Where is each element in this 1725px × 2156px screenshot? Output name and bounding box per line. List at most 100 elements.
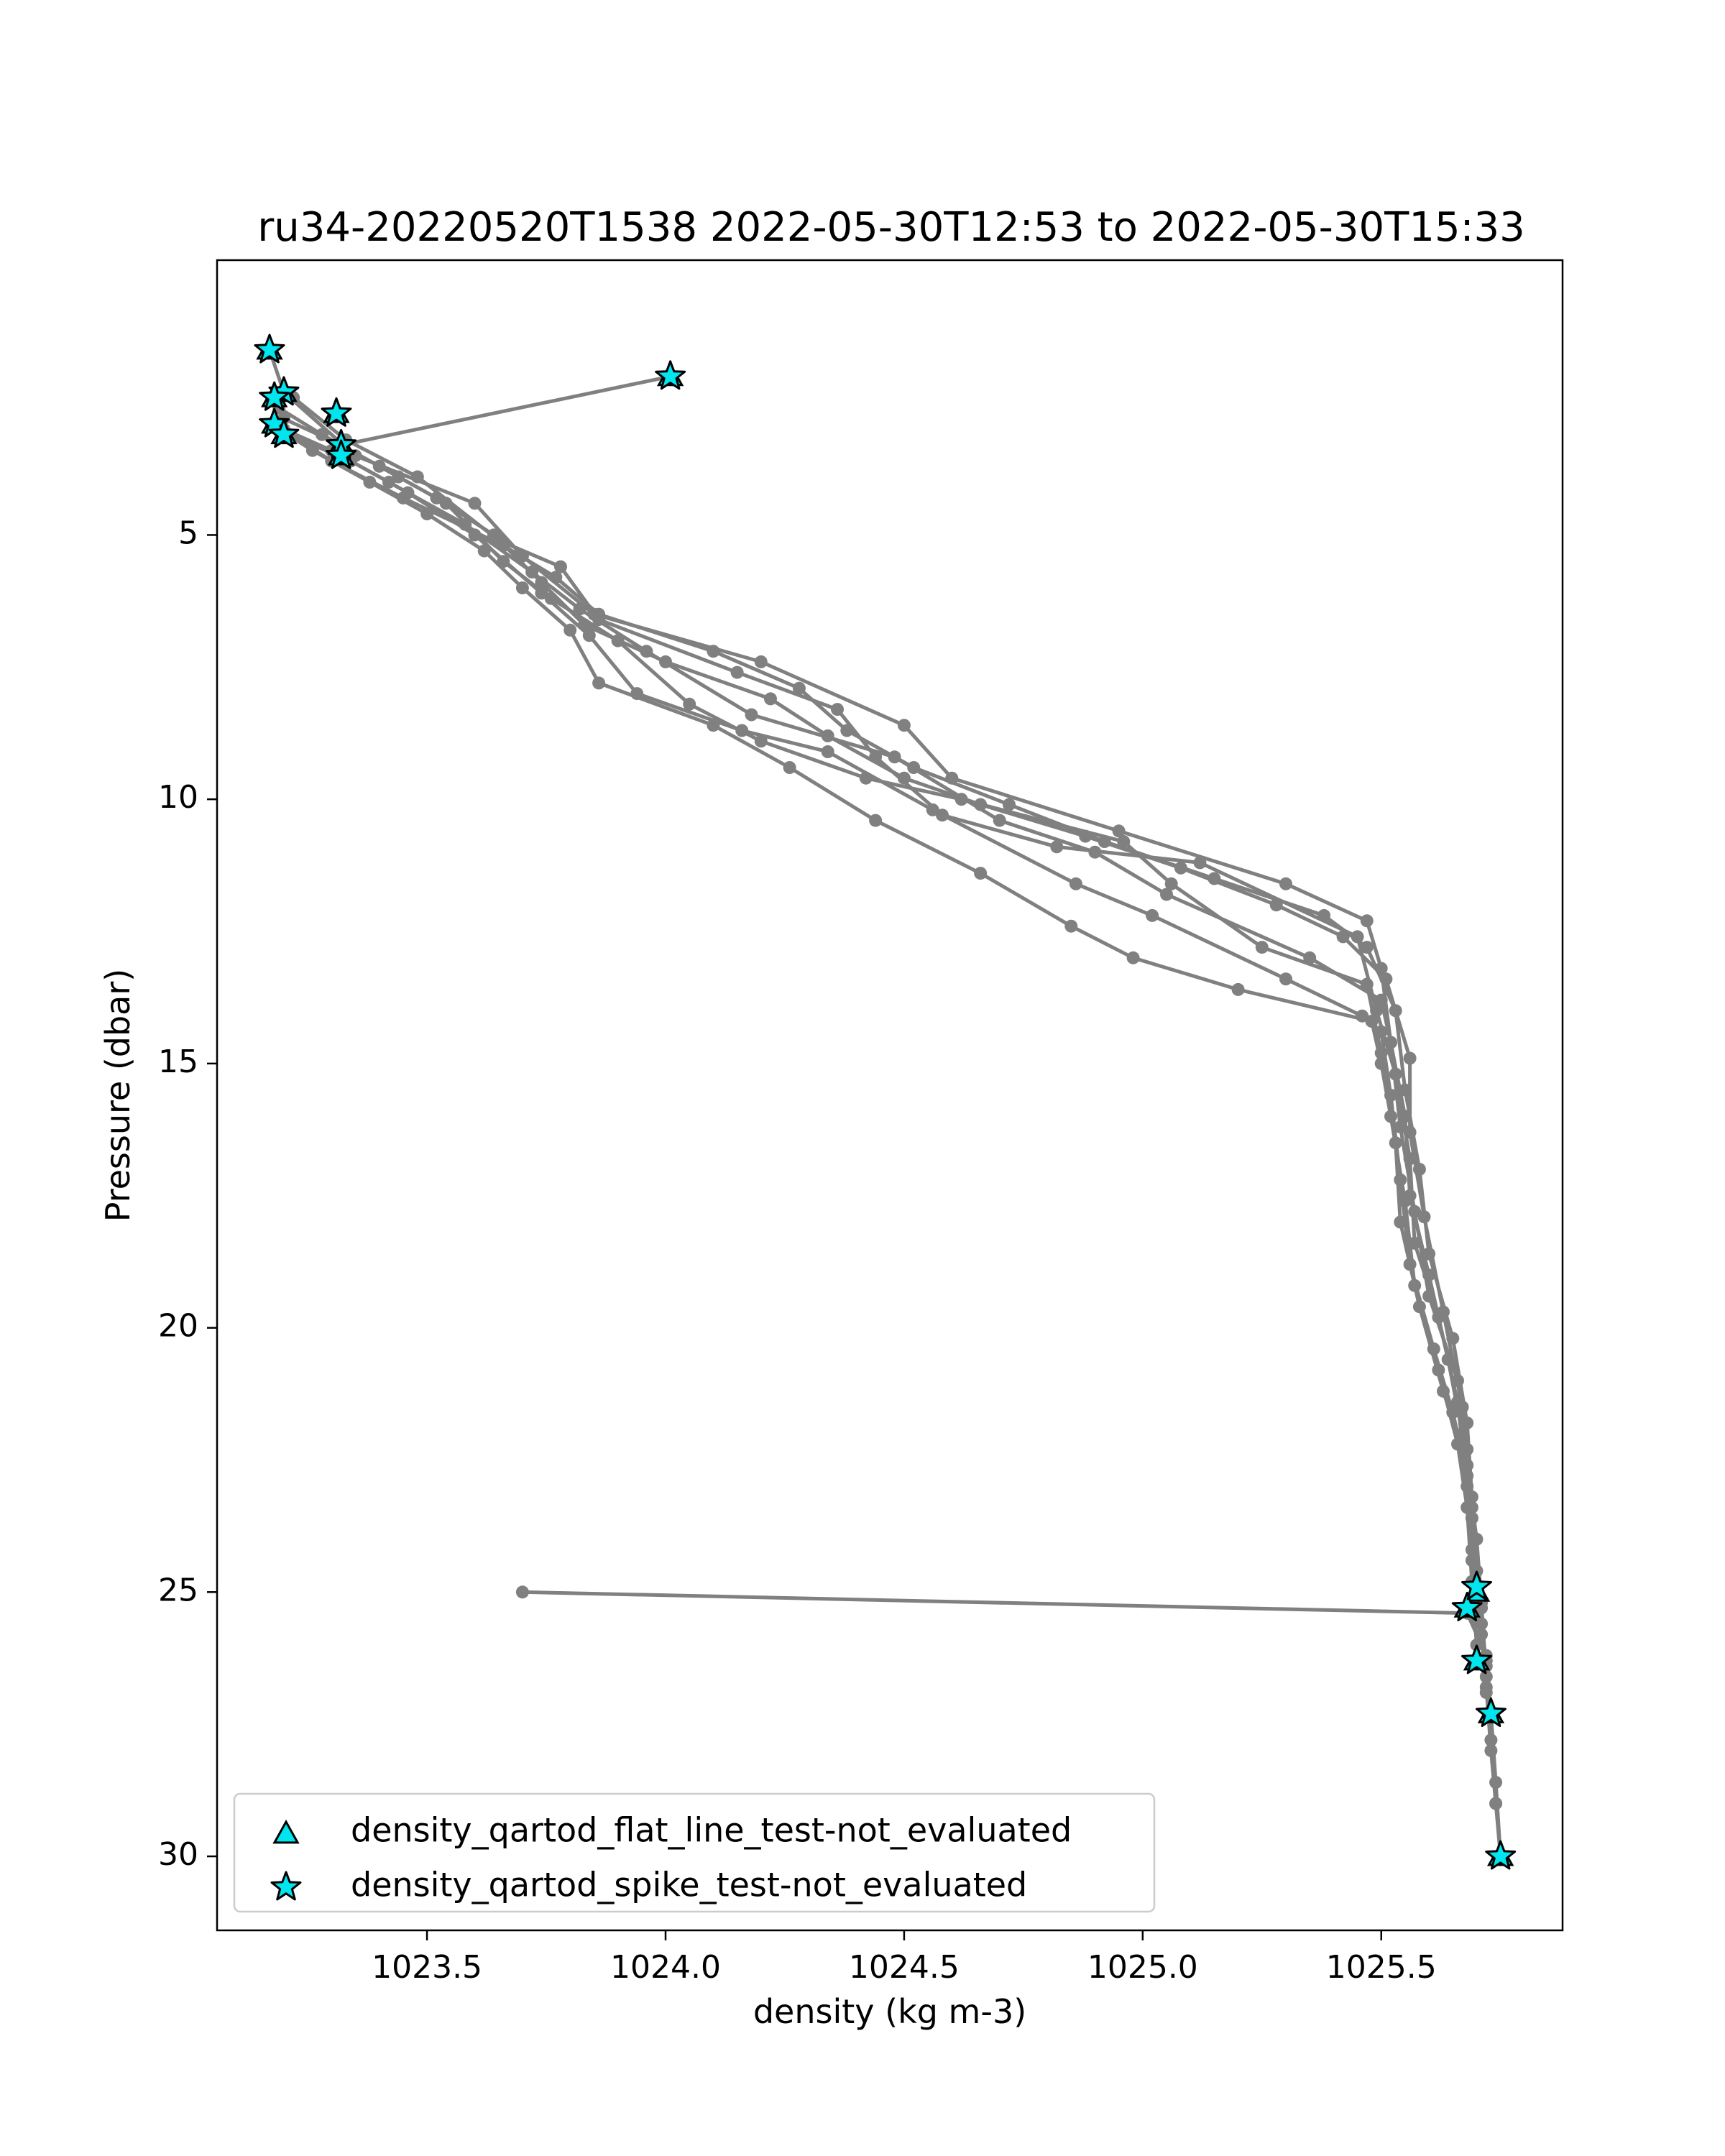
y-tick-label: 5: [178, 515, 198, 551]
data-point: [1126, 951, 1140, 964]
data-point: [1069, 877, 1082, 890]
y-tick-label: 10: [158, 779, 198, 816]
y-tick-label: 30: [158, 1836, 198, 1873]
spike-flag-marker: [321, 397, 352, 427]
data-point: [1374, 1025, 1388, 1038]
data-point: [582, 629, 596, 642]
y-axis-ticks: 5 10 15 20 25 30: [158, 515, 217, 1873]
data-point: [869, 814, 883, 827]
data-point: [1146, 908, 1159, 922]
spike-flag-marker: [1461, 1644, 1492, 1674]
x-tick-label: 1024.5: [849, 1949, 960, 1986]
spike-flag-marker: [1476, 1697, 1506, 1727]
data-point: [1079, 829, 1092, 843]
x-tick-label: 1025.0: [1087, 1949, 1198, 1986]
data-point: [1417, 1210, 1431, 1224]
data-point: [1394, 1173, 1407, 1187]
x-tick-label: 1024.0: [610, 1949, 721, 1986]
profile-line-0: [341, 374, 671, 447]
data-point: [1484, 1743, 1498, 1757]
data-point: [1479, 1680, 1493, 1694]
spike-flag-marker: [1461, 1570, 1492, 1600]
spike-flag-marker: [254, 333, 285, 364]
spike-flag-marker: [1451, 1591, 1483, 1621]
data-point: [926, 803, 939, 816]
flag-markers: [254, 333, 1517, 1870]
data-point: [535, 586, 548, 600]
data-point: [1384, 1089, 1397, 1102]
axes-frame: [216, 259, 1564, 1932]
data-point: [468, 497, 482, 510]
data-point: [754, 734, 768, 748]
data-point: [730, 665, 744, 679]
data-point: [745, 708, 758, 722]
data-point: [897, 719, 911, 732]
data-point: [1231, 982, 1245, 996]
data-point: [487, 528, 500, 542]
data-point: [831, 703, 844, 717]
data-point: [821, 745, 834, 758]
data-point: [1403, 1258, 1417, 1271]
data-point: [1465, 1543, 1478, 1557]
legend-star-marker: [270, 1871, 302, 1901]
data-point: [1279, 972, 1292, 986]
data-point: [1003, 798, 1016, 811]
data-point: [1460, 1469, 1474, 1483]
data-point: [363, 475, 377, 489]
data-point: [1174, 861, 1187, 875]
data-point: [1360, 977, 1374, 991]
data-point: [1475, 1628, 1489, 1641]
star-icon: [270, 1871, 302, 1901]
data-point: [573, 602, 586, 616]
data-point: [974, 798, 988, 811]
data-point: [1336, 930, 1350, 944]
data-point: [783, 761, 796, 774]
data-point: [630, 687, 644, 701]
data-point: [792, 681, 806, 695]
legend: density_qartod_flat_line_test-not_evalua…: [233, 1792, 1156, 1913]
x-axis-ticks: 1023.5 1024.0 1024.5 1025.0 1025.5: [372, 1930, 1437, 1986]
data-point: [1360, 914, 1374, 928]
data-point: [1489, 1797, 1503, 1810]
data-point: [592, 676, 606, 690]
data-point: [1064, 919, 1078, 933]
spike-flag-marker: [655, 360, 686, 390]
data-point: [1193, 856, 1207, 870]
data-point: [821, 729, 834, 742]
data-point: [1351, 930, 1364, 944]
legend-label-spike: density_qartod_spike_test-not_evaluated: [351, 1866, 1027, 1904]
data-point: [420, 507, 434, 520]
data-point: [897, 771, 911, 785]
legend-box: [233, 1792, 1156, 1913]
y-axis-label: Pressure (dbar): [98, 969, 137, 1222]
data-point: [1374, 993, 1388, 1007]
data-point: [515, 581, 529, 594]
spike-flag-marker: [1485, 1840, 1517, 1870]
data-point: [564, 623, 577, 637]
data-point: [515, 1585, 529, 1599]
data-point: [1050, 840, 1064, 854]
data-point: [1112, 824, 1126, 838]
data-point: [659, 655, 672, 668]
data-point: [1403, 1051, 1417, 1065]
data-point: [554, 560, 567, 573]
data-point: [1379, 972, 1393, 986]
data-point: [1160, 888, 1173, 901]
legend-triangle-marker: [272, 1819, 300, 1844]
data-point: [1446, 1406, 1460, 1419]
plot-area: [263, 344, 1507, 1863]
data-point: [1117, 835, 1131, 848]
data-point: [1455, 1400, 1469, 1414]
profile-line-6: [292, 396, 1478, 1619]
triangle-icon: [272, 1819, 300, 1844]
data-point: [754, 655, 768, 668]
data-point: [1269, 898, 1283, 912]
y-tick-label: 15: [158, 1044, 198, 1080]
data-point: [430, 491, 443, 505]
data-point: [549, 571, 563, 584]
x-axis-label: density (kg m-3): [753, 1992, 1026, 2031]
chart-title: ru34-20220520T1538 2022-05-30T12:53 to 2…: [257, 204, 1524, 251]
data-point: [1255, 941, 1269, 954]
data-point: [974, 867, 988, 880]
